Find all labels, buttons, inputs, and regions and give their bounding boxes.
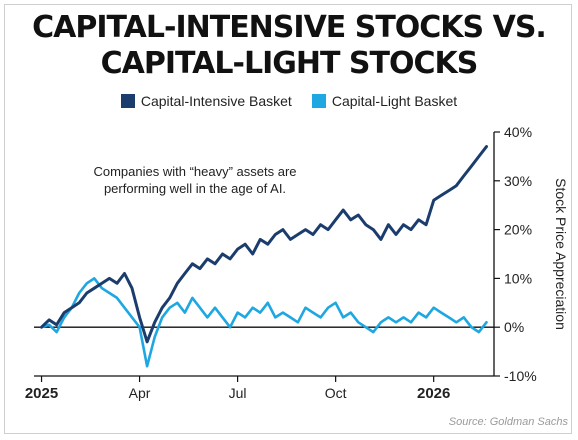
legend-swatch-capital-light — [311, 94, 326, 108]
legend-item-capital-light: Capital-Light Basket — [311, 93, 458, 109]
legend: Capital-Intensive Basket Capital-Light B… — [0, 93, 578, 109]
chart-frame — [4, 4, 572, 434]
legend-item-capital-intensive: Capital-Intensive Basket — [120, 93, 292, 109]
y-tick-label: 0% — [504, 319, 524, 335]
x-tick-label: Oct — [325, 385, 347, 401]
chart-annotation: Companies with “heavy” assets are perfor… — [70, 163, 320, 197]
y-tick-label: 40% — [504, 124, 532, 140]
y-tick-label: 20% — [504, 222, 532, 238]
chart-title-line-1: CAPITAL-INTENSIVE STOCKS VS. — [32, 10, 547, 45]
x-tick-label: 2026 — [417, 385, 450, 402]
annotation-line-1: Companies with “heavy” assets are — [93, 164, 297, 179]
x-tick-label: 2025 — [25, 385, 58, 402]
series-line-capital-light — [40, 277, 488, 368]
chart-title-line-2: CAPITAL-LIGHT STOCKS — [100, 46, 479, 81]
series-line-capital-intensive — [40, 145, 488, 344]
source-note: Source: Goldman Sachs — [448, 416, 568, 428]
y-axis-label: Stock Price Appreciation — [553, 178, 569, 330]
y-tick-label: 10% — [504, 270, 532, 286]
legend-label-capital-intensive: Capital-Intensive Basket — [140, 93, 292, 109]
legend-label-capital-light: Capital-Light Basket — [331, 93, 458, 109]
y-tick-label: -10% — [504, 368, 537, 384]
x-tick-label: Apr — [129, 385, 151, 401]
legend-swatch-capital-intensive — [120, 94, 135, 108]
plot-area: 40% 30% 20% 10% 0% -10% 2025 Apr Jul Oct 2026 Stock… — [25, 124, 569, 402]
y-tick-label: 30% — [504, 173, 532, 189]
annotation-line-2: performing well in the age of AI. — [103, 181, 287, 196]
x-tick-label: Jul — [229, 385, 247, 401]
